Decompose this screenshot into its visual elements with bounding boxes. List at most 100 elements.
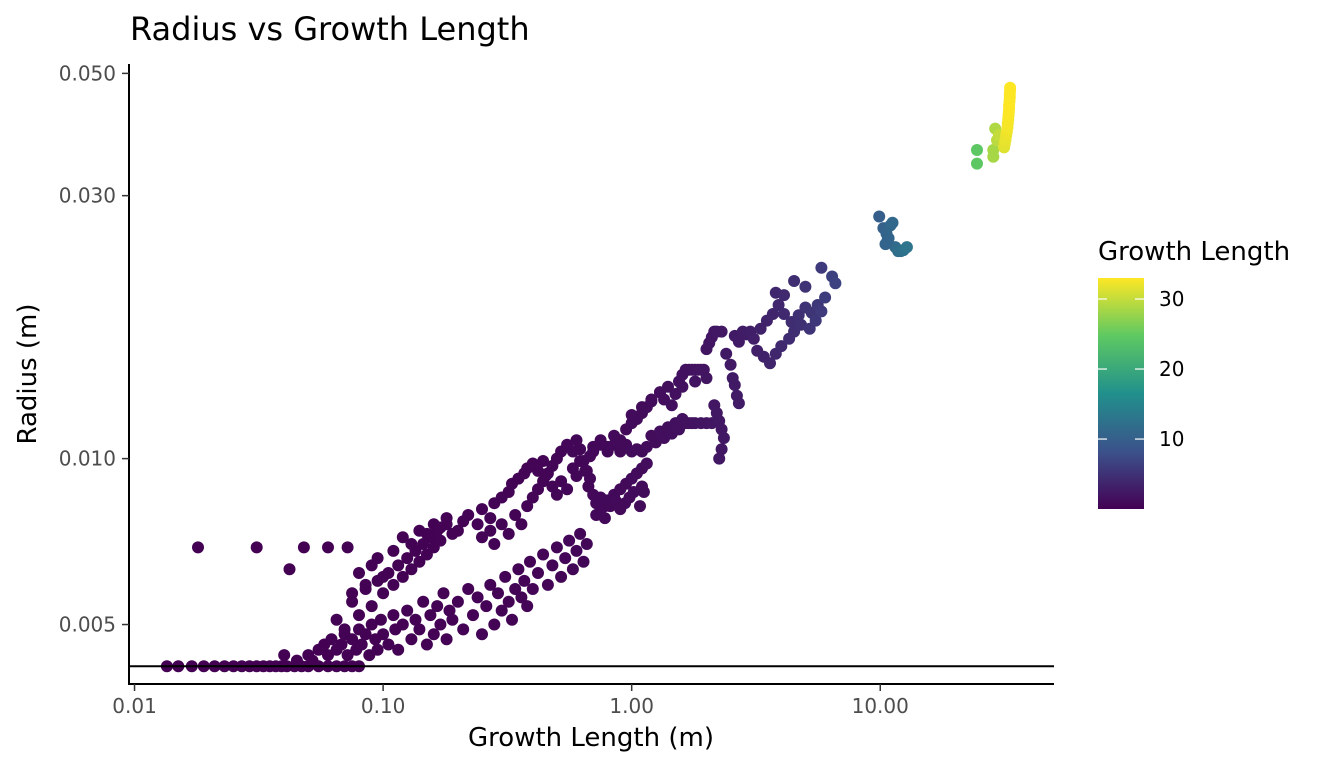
x-axis-title: Growth Length (m) — [468, 723, 714, 753]
data-point — [819, 291, 832, 304]
data-point — [640, 440, 653, 453]
data-point — [457, 623, 470, 636]
data-point — [506, 613, 518, 626]
data-point — [325, 633, 338, 646]
data-point — [502, 527, 515, 540]
y-axis-title: Radius (m) — [13, 303, 43, 444]
data-point — [484, 524, 497, 537]
data-point — [467, 609, 479, 622]
data-point — [396, 618, 409, 631]
data-point — [570, 470, 583, 482]
data-point — [665, 399, 678, 412]
data-point — [537, 455, 550, 467]
data-point — [405, 633, 418, 646]
data-point — [306, 654, 319, 667]
data-point — [488, 538, 501, 550]
data-point — [488, 618, 501, 631]
data-point — [451, 595, 464, 608]
data-point — [720, 347, 733, 360]
data-point — [594, 503, 607, 516]
data-point — [462, 583, 475, 595]
x-tick-label: 1.00 — [609, 694, 654, 718]
data-point — [574, 443, 587, 456]
data-point — [788, 275, 801, 287]
data-point — [451, 524, 464, 537]
y-tick-label: 0.030 — [59, 184, 116, 208]
data-point — [574, 527, 587, 540]
data-point — [559, 552, 572, 565]
data-point — [283, 563, 296, 576]
data-point — [440, 512, 453, 525]
data-point — [579, 464, 592, 477]
data-point — [401, 604, 414, 617]
data-point — [732, 397, 745, 410]
data-point — [803, 322, 816, 335]
data-point — [563, 534, 576, 547]
data-point — [900, 241, 913, 254]
data-point — [625, 409, 638, 421]
data-point — [609, 494, 622, 507]
data-point — [537, 548, 550, 561]
data-point — [532, 567, 544, 579]
data-point — [570, 434, 583, 447]
data-point — [728, 379, 741, 391]
data-point — [715, 443, 728, 456]
data-point — [413, 555, 426, 568]
data-point — [377, 628, 390, 641]
data-point — [387, 609, 400, 622]
data-point — [640, 457, 653, 470]
data-point — [654, 386, 666, 399]
data-point — [476, 503, 488, 516]
data-point — [873, 210, 886, 223]
data-point — [322, 541, 334, 554]
data-point — [278, 649, 291, 662]
data-point — [297, 541, 310, 554]
data-point — [1004, 81, 1017, 94]
data-point — [971, 157, 983, 170]
data-point — [424, 609, 437, 622]
data-point — [471, 591, 484, 604]
x-tick-label: 10.00 — [852, 694, 909, 718]
data-point — [484, 512, 497, 525]
data-point — [717, 432, 730, 444]
data-point — [546, 559, 559, 572]
data-point — [392, 559, 405, 572]
chart-title: Radius vs Growth Length — [130, 10, 530, 48]
data-point — [512, 563, 525, 576]
data-point — [636, 401, 648, 414]
data-point — [371, 552, 384, 565]
data-point — [713, 452, 726, 465]
data-point — [440, 633, 453, 646]
data-point — [346, 633, 359, 646]
data-point — [700, 372, 713, 385]
data-point — [566, 563, 579, 576]
data-point — [598, 512, 611, 525]
data-point — [462, 509, 475, 521]
data-point — [413, 623, 426, 636]
data-point — [476, 531, 488, 544]
data-point — [346, 587, 359, 600]
data-point — [382, 638, 395, 651]
data-point — [515, 518, 528, 531]
data-point — [886, 216, 899, 229]
legend-title: Growth Length — [1098, 237, 1290, 267]
data-point — [392, 643, 405, 656]
data-point — [502, 595, 515, 608]
data-point — [570, 544, 583, 557]
data-point — [250, 541, 263, 554]
data-point — [574, 455, 587, 467]
data-point — [420, 638, 433, 651]
data-point — [420, 527, 433, 540]
data-point — [550, 488, 563, 501]
data-point — [437, 587, 450, 600]
data-point — [580, 538, 593, 550]
color-legend: Growth Length 10 20 30 — [1098, 237, 1290, 509]
data-point — [799, 280, 812, 293]
data-point — [509, 583, 522, 595]
data-point — [434, 618, 447, 631]
legend-tick-label: 30 — [1159, 287, 1184, 311]
data-point — [732, 335, 745, 348]
data-point — [484, 578, 497, 591]
data-point — [434, 521, 447, 534]
